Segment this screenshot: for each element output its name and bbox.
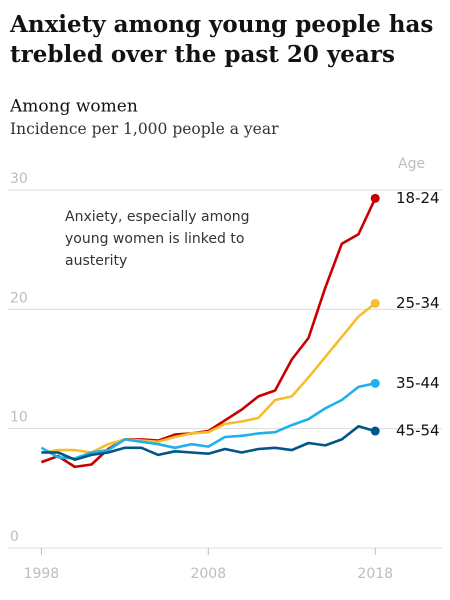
annotation: austerity: [65, 253, 127, 269]
end-dot: [370, 298, 380, 308]
x-tick-label: 2018: [357, 566, 393, 582]
chart-subtitle: Among women: [9, 97, 138, 117]
series-line: [40, 382, 376, 460]
y-axis-label: Incidence per 1,000 people a year: [10, 120, 279, 138]
series-label: 45-54: [396, 422, 440, 440]
y-tick-label: 10: [10, 410, 28, 426]
series-label: 35-44: [396, 374, 440, 392]
series-label: 25-34: [396, 294, 440, 312]
annotation: Anxiety, especially among: [65, 209, 250, 225]
end-dot: [370, 193, 380, 203]
y-tick-label: 20: [10, 290, 28, 306]
legend-title: Age: [398, 156, 425, 172]
series-label: 18-24: [396, 189, 440, 207]
end-dot: [370, 378, 380, 388]
y-tick-label: 0: [10, 529, 19, 545]
series-line: [41, 302, 377, 454]
end-dot: [370, 426, 380, 436]
chart-title-line: Anxiety among young people has: [9, 11, 433, 38]
y-tick-label: 30: [10, 171, 28, 187]
annotation: young women is linked to: [65, 231, 244, 247]
chart-title-line: trebled over the past 20 years: [10, 41, 395, 68]
x-tick-label: 1998: [24, 566, 60, 582]
x-tick-label: 2008: [190, 566, 226, 582]
series-line: [41, 425, 376, 461]
